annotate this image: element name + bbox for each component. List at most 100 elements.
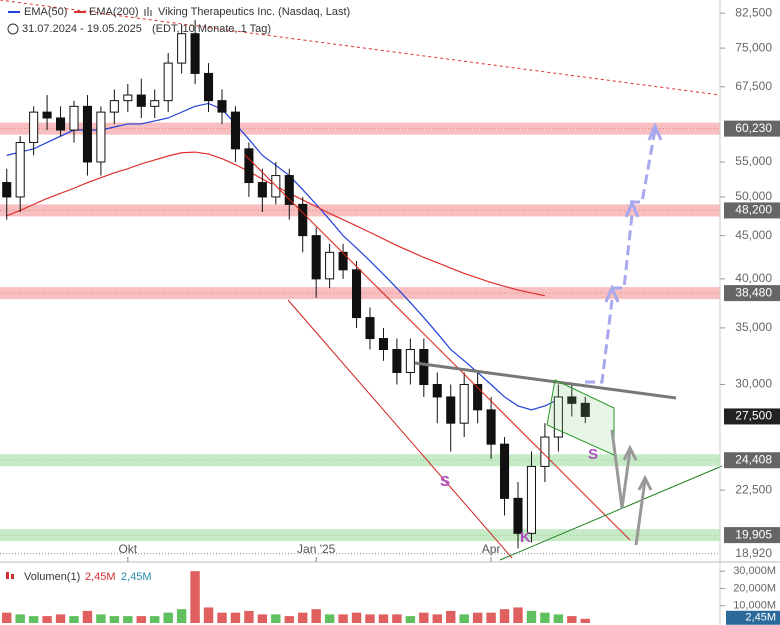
volume-bar [2,612,12,623]
level-box [724,527,780,544]
candle-body [2,182,12,198]
candle-body [69,105,79,131]
pattern-label: S [440,473,450,490]
y-tick-label: 55,000 [735,154,772,168]
level-box [724,285,780,302]
candle-body [56,117,66,131]
trend-line [414,361,677,400]
y-tick-label: 35,000 [735,320,772,334]
candle-body [123,94,133,102]
candle-body [540,436,550,467]
scenario-arrow [585,129,657,384]
candle-body [244,148,254,184]
candle-body [473,383,483,411]
icon [144,7,152,16]
level-label: 48,200 [735,203,772,217]
level-label: 60,230 [735,121,772,135]
chart-note: (EDT, 10 Monate, 1 Tag) [152,23,271,35]
level-label: 18,920 [735,546,772,560]
candle-body [325,251,335,280]
volume-bar [378,614,389,623]
volume-bar [190,571,200,623]
support-line [499,465,723,561]
candle-body [109,100,119,113]
chart-title: Viking Therapeutics Inc. (Nasdaq, Last) [158,6,350,18]
last-volume-box [726,610,780,625]
candle-body [15,141,25,198]
icon [6,572,9,579]
volume-bar [419,612,429,623]
candle-body [378,338,388,351]
volume-bar [432,614,442,623]
icon [11,574,14,579]
candle-body [352,269,362,319]
x-tick-label: Okt [118,542,137,556]
candle-body [526,465,536,534]
volume-bar [217,612,227,623]
level-label: 24,408 [735,452,772,466]
candle-body [177,33,187,64]
candle-body [553,396,563,438]
volume-bar [486,612,496,623]
y-tick-label: 30,000M [733,565,776,577]
volume-bar [405,616,416,623]
candle-body [500,443,510,499]
volume-bar [446,610,456,623]
last-price-box [724,408,780,425]
candle-body [446,396,456,424]
volume-bar [230,612,241,623]
volume-bar [163,612,173,623]
candle-body [405,349,415,373]
volume-bar [392,614,402,623]
volume-bar [15,614,25,623]
volume-bar [136,616,146,623]
flag [546,379,615,456]
y-tick-label: 22,500 [735,482,772,496]
volume-bar [298,612,308,623]
arrow-head [622,444,653,491]
volume-bar [311,609,321,623]
volume-title: Volumen(1) [24,571,80,583]
y-tick-label: 75,000 [735,40,772,54]
y-tick-label: 67,500 [735,79,772,93]
volume-bar [513,607,523,623]
candle-body [580,402,590,417]
volume-bar [203,607,214,623]
volume-bar [69,616,79,623]
x-tick-label: Apr [482,542,501,556]
candle-body [150,100,160,107]
volume-bar [365,614,375,623]
volume-bar [96,614,106,623]
candle-body [284,175,294,205]
y-tick-label: 30,000 [735,377,772,391]
candle-body [365,317,375,340]
candle-body [163,62,173,102]
y-tick-label: 45,000 [735,228,772,242]
candle-body [257,182,267,198]
alt-arrow [610,429,647,546]
candle-body [419,349,429,385]
volume-bar [324,614,335,623]
volume-bar [55,614,66,623]
volume-value: 2,45M [121,571,152,583]
volume-value: 2,45M [85,571,116,583]
candle-body [513,497,523,534]
volume-bar [42,616,52,623]
volume-bar [257,614,268,623]
volume-bar [472,612,483,623]
candle-body [392,349,402,373]
channel-line [244,154,631,541]
candle-body [29,111,39,143]
candle-body [338,251,348,271]
date-range: 31.07.2024 - 19.05.2025 [22,23,142,35]
last-price-label: 27,500 [735,409,772,423]
volume-bar [284,616,294,623]
volume-bar [176,609,187,623]
level-box [724,202,780,219]
candle-body [230,111,240,150]
level-label: 19,905 [735,527,772,541]
candle-body [311,235,321,280]
legend-label: EMA(50) [24,6,67,18]
